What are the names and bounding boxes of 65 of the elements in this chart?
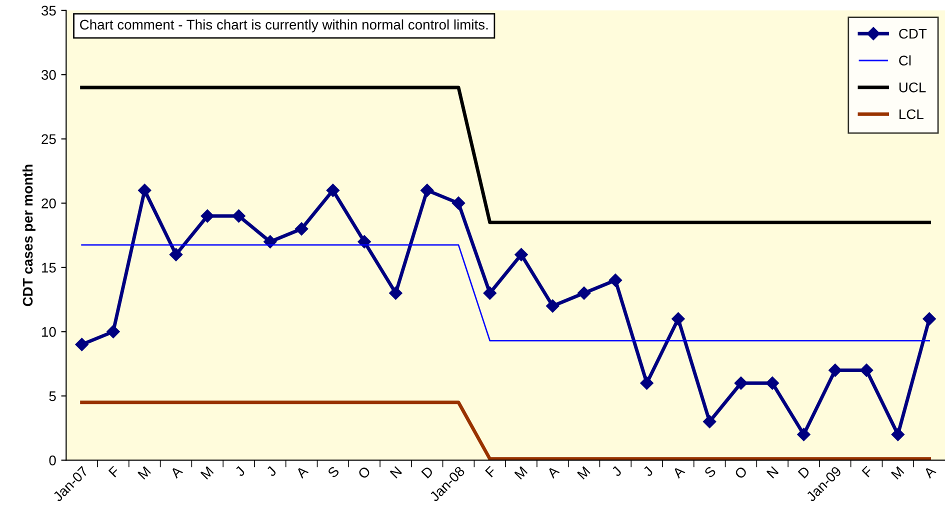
x-tick-label: F bbox=[485, 466, 497, 478]
x-tick-label: J bbox=[234, 466, 246, 478]
point bbox=[138, 184, 152, 197]
legend-label: CDT bbox=[899, 28, 927, 39]
point bbox=[828, 364, 842, 377]
point bbox=[922, 312, 936, 326]
x-tick-label: F bbox=[108, 466, 120, 478]
point bbox=[420, 184, 434, 197]
point bbox=[483, 286, 496, 300]
y-axis-title: CDT cases per month bbox=[22, 164, 36, 306]
x-tick-label: A bbox=[295, 465, 309, 479]
point bbox=[546, 299, 560, 313]
x-tick-label: J bbox=[266, 466, 277, 478]
x-tick-label: A bbox=[170, 465, 184, 479]
x-tick-label: D bbox=[421, 466, 434, 478]
x-tick-label: D bbox=[798, 466, 810, 478]
point bbox=[200, 209, 214, 223]
y-tick-label: 35 bbox=[42, 6, 56, 16]
legend-label: Cl bbox=[899, 55, 911, 66]
point bbox=[797, 428, 810, 442]
y-tick-label: 5 bbox=[49, 391, 56, 402]
y-tick-label: 20 bbox=[42, 198, 56, 208]
legend-label: UCL bbox=[899, 82, 926, 92]
y-tick-label: 30 bbox=[42, 70, 56, 80]
point bbox=[608, 274, 622, 287]
legend-label: LCL bbox=[900, 109, 924, 120]
x-tick-label: M bbox=[577, 466, 590, 480]
x-tick-label: J bbox=[611, 466, 622, 478]
x-tick-label: M bbox=[514, 466, 528, 480]
point bbox=[766, 376, 779, 390]
x-tick-label: A bbox=[923, 465, 936, 479]
point bbox=[389, 286, 402, 300]
point bbox=[169, 248, 183, 262]
point bbox=[106, 325, 120, 338]
x-tick-label: J bbox=[642, 466, 654, 478]
x-tick-label: M bbox=[200, 466, 214, 480]
annotation: Chart comment - This chart is currently within normal control limits. bbox=[80, 19, 488, 32]
x-tick-label: M bbox=[138, 466, 151, 480]
y-tick-label: 15 bbox=[42, 262, 56, 273]
point bbox=[452, 196, 466, 210]
y-tick-label: 10 bbox=[42, 327, 56, 337]
x-tick-label: O bbox=[357, 466, 372, 480]
x-tick-label: S bbox=[327, 466, 340, 478]
point bbox=[577, 286, 591, 300]
point bbox=[734, 376, 748, 390]
x-tick-label: A bbox=[546, 465, 560, 479]
point bbox=[326, 184, 340, 197]
x-tick-label: S bbox=[704, 466, 716, 478]
x-tick-label: A bbox=[672, 465, 686, 479]
point bbox=[514, 248, 528, 262]
point bbox=[75, 338, 88, 352]
point bbox=[232, 209, 246, 223]
point bbox=[294, 222, 308, 236]
point bbox=[891, 428, 905, 442]
x-tick-label: N bbox=[766, 466, 779, 478]
y-tick-label: 0 bbox=[49, 456, 56, 466]
x-tick-label: O bbox=[734, 466, 748, 480]
x-tick-label: M bbox=[890, 466, 904, 480]
point bbox=[672, 312, 685, 326]
point bbox=[703, 415, 716, 428]
point bbox=[860, 364, 874, 377]
y-tick-label: 25 bbox=[42, 134, 56, 144]
point bbox=[640, 376, 654, 390]
x-tick-label: N bbox=[390, 466, 402, 478]
x-tick-label: F bbox=[862, 466, 874, 478]
